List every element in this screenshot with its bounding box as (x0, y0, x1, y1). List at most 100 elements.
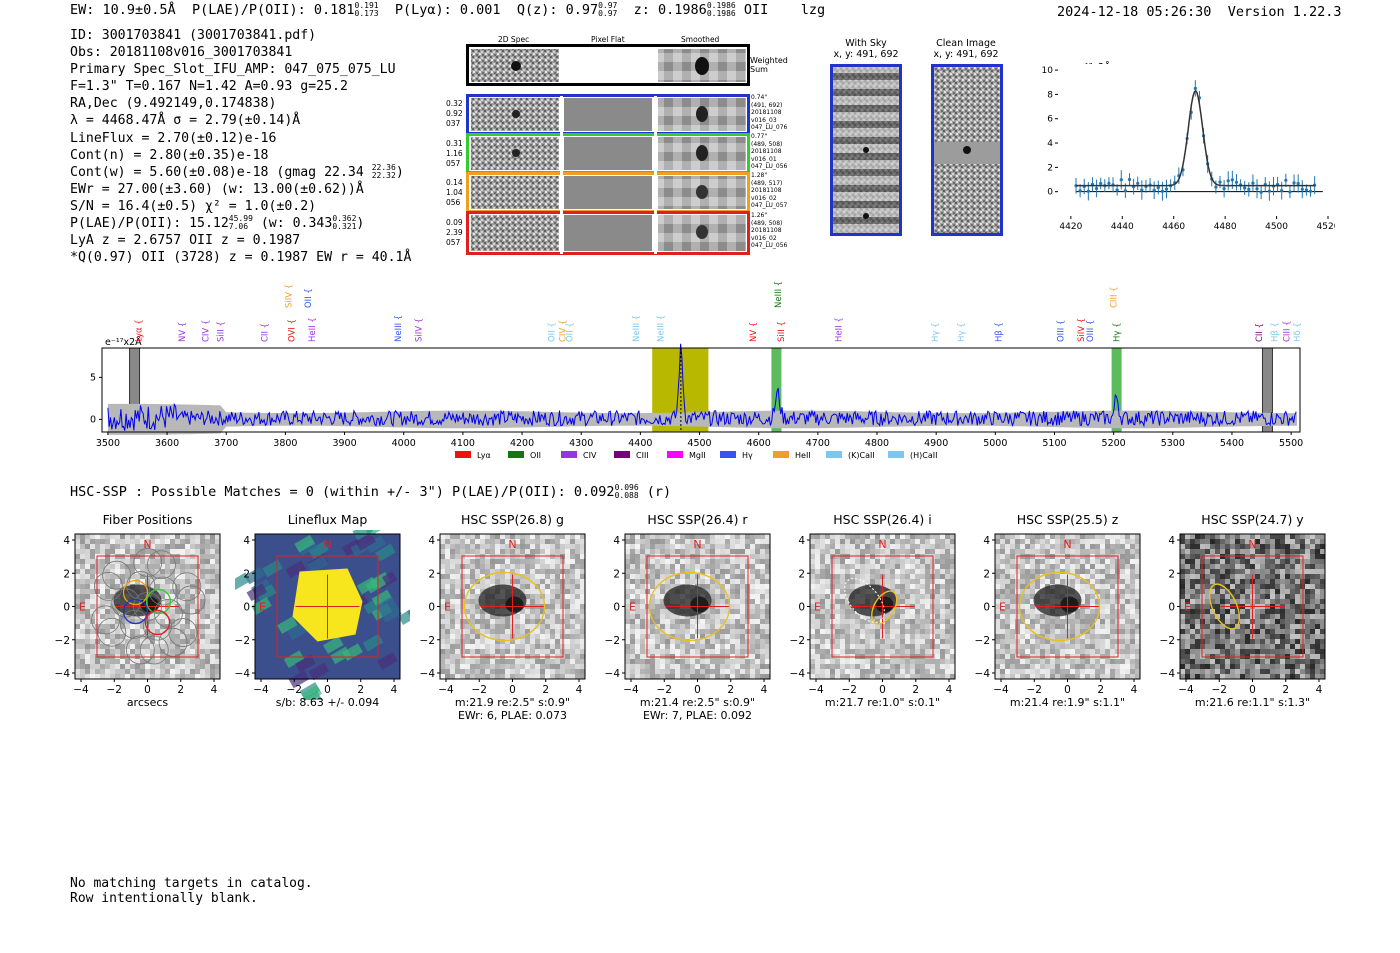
hsc-pixel (525, 674, 530, 679)
hsc-pixel (115, 574, 120, 579)
hsc-pixel (810, 654, 815, 659)
hsc-pixel (200, 574, 205, 579)
hsc-pixel (1110, 659, 1115, 664)
hsc-pixel (885, 564, 890, 569)
hsc-pixel (1085, 664, 1090, 669)
hsc-pixel (515, 639, 520, 644)
hsc-pixel (165, 569, 170, 574)
hsc-pixel (855, 574, 860, 579)
hsc-pixel (535, 649, 540, 654)
hsc-pixel (90, 584, 95, 589)
hsc-pixel (840, 624, 845, 629)
hsc-pixel (685, 564, 690, 569)
hsc-pixel (440, 544, 445, 549)
hsc-pixel (455, 539, 460, 544)
hsc-pixel (870, 619, 875, 624)
hsc-pixel (205, 594, 210, 599)
hsc-pixel (855, 564, 860, 569)
hsc-pixel (740, 544, 745, 549)
aperture-box (646, 555, 749, 658)
hsc-pixel (130, 569, 135, 574)
hsc-pixel (755, 614, 760, 619)
hsc-pixel (665, 614, 670, 619)
hsc-pixel (840, 634, 845, 639)
hsc-pixel (940, 549, 945, 554)
ytick-label: 0 (63, 602, 70, 614)
hsc-pixel (1085, 619, 1090, 624)
hsc-pixel (830, 534, 835, 539)
hsc-pixel (555, 644, 560, 649)
hsc-pixel (1130, 544, 1135, 549)
hsc-pixel (1010, 544, 1015, 549)
hsc-pixel (75, 624, 80, 629)
hsc-pixel (680, 669, 685, 674)
hsc-pixel (565, 549, 570, 554)
timestamp: 2024-12-18 05:26:30 (1057, 4, 1212, 20)
hsc-pixel (900, 664, 905, 669)
hsc-pixel (540, 634, 545, 639)
hsc-pixel (700, 669, 705, 674)
hsc-pixel (1070, 584, 1075, 589)
hsc-pixel (1015, 534, 1020, 539)
ew-value: EW: 10.9±0.5Å (70, 2, 176, 18)
hsc-pixel (465, 589, 470, 594)
hsc-pixel (1090, 649, 1095, 654)
hsc-pixel (625, 579, 630, 584)
hsc-pixel (920, 639, 925, 644)
hsc-pixel (480, 664, 485, 669)
hsc-panel-title: Lineflux Map (287, 512, 368, 527)
hsc-pixel (865, 564, 870, 569)
hsc-pixel (750, 549, 755, 554)
hsc-pixel (1125, 654, 1130, 659)
hsc-pixel (1090, 659, 1095, 664)
hsc-pixel (1005, 669, 1010, 674)
hsc-pixel (715, 674, 720, 679)
hsc-pixel (455, 589, 460, 594)
hsc-pixel (750, 619, 755, 624)
hsc-pixel (450, 579, 455, 584)
hsc-pixel (840, 549, 845, 554)
hsc-pixel (480, 649, 485, 654)
hsc-pixel (1035, 619, 1040, 624)
hsc-pixel (905, 634, 910, 639)
hsc-pixel (890, 574, 895, 579)
hsc-pixel (810, 649, 815, 654)
hsc-pixel (655, 579, 660, 584)
hsc-pixel (625, 614, 630, 619)
hsc-pixel (935, 619, 940, 624)
hsc-pixel (440, 549, 445, 554)
hsc-pixel (750, 594, 755, 599)
hsc-pixel (730, 644, 735, 649)
hsc-pixel (1080, 639, 1085, 644)
hsc-pixel (905, 609, 910, 614)
hsc-pixel (950, 609, 955, 614)
hsc-pixel (860, 569, 865, 574)
hsc-pixel (935, 614, 940, 619)
hsc-pixel (745, 659, 750, 664)
hsc-pixel (1055, 634, 1060, 639)
hsc-pixel (640, 579, 645, 584)
hsc-pixel (1000, 579, 1005, 584)
hsc-pixel (995, 604, 1000, 609)
hsc-pixel (120, 539, 125, 544)
hsc-panel-title: Fiber Positions (102, 512, 193, 527)
hsc-pixel (450, 544, 455, 549)
hsc-pixel (1040, 614, 1045, 619)
hsc-pixel (85, 569, 90, 574)
hsc-pixel (905, 574, 910, 579)
hsc-pixel (1105, 549, 1110, 554)
hsc-pixel (765, 659, 770, 664)
hsc-pixel (145, 649, 150, 654)
hsc-panel-caption: s/b: 8.63 +/- 0.094 (275, 696, 380, 709)
hsc-pixel (1045, 559, 1050, 564)
hsc-pixel (565, 589, 570, 594)
hsc-pixel (1120, 634, 1125, 639)
hsc-pixel (105, 664, 110, 669)
hsc-pixel (895, 644, 900, 649)
hsc-pixel (100, 559, 105, 564)
hsc-pixel (485, 659, 490, 664)
hsc-pixel (175, 564, 180, 569)
hsc-pixel (915, 539, 920, 544)
hsc-pixel (1005, 589, 1010, 594)
hsc-pixel (760, 589, 765, 594)
